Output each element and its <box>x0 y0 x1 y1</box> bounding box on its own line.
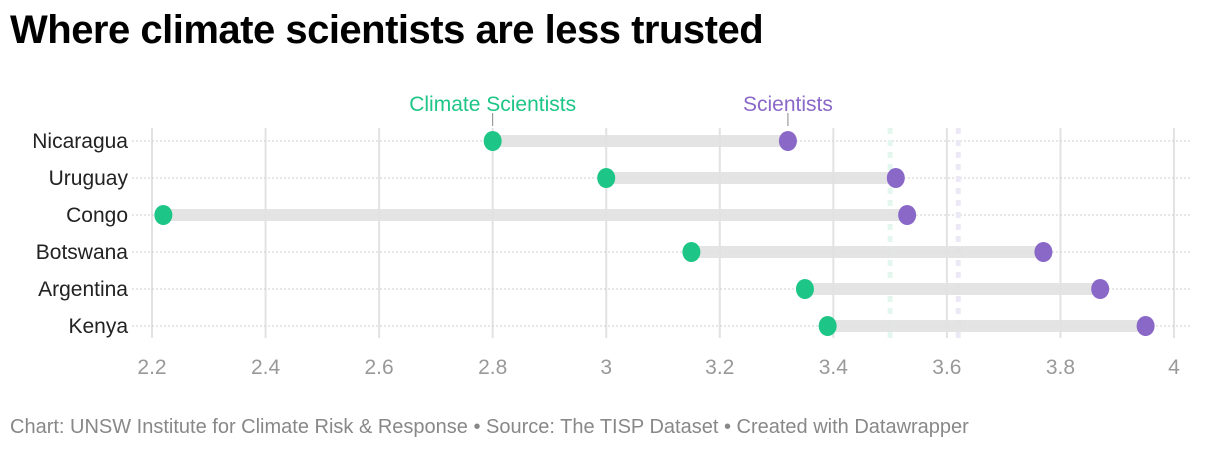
dot-climate-scientists <box>818 316 837 336</box>
x-tick-label: 3 <box>600 356 612 379</box>
dot-scientists <box>886 168 905 188</box>
x-tick-label: 4 <box>1168 356 1180 379</box>
category-label: Nicaragua <box>32 130 128 153</box>
legend-label: Climate Scientists <box>409 93 576 116</box>
x-tick-label: 3.6 <box>932 356 961 379</box>
chart-title: Where climate scientists are less truste… <box>10 8 764 52</box>
category-label: Kenya <box>68 315 128 338</box>
category-label: Congo <box>66 204 128 227</box>
category-label: Argentina <box>38 278 128 301</box>
dot-scientists <box>1136 316 1155 336</box>
category-label: Botswana <box>36 241 129 264</box>
dot-scientists <box>898 205 917 225</box>
dot-climate-scientists <box>795 279 814 299</box>
dot-climate-scientists <box>682 242 701 262</box>
x-tick-label: 2.4 <box>251 356 281 379</box>
legend-label: Scientists <box>743 93 833 116</box>
category-label: Uruguay <box>49 167 129 190</box>
dot-scientists <box>1034 242 1053 262</box>
x-tick-label: 3.2 <box>705 356 734 379</box>
x-tick-label: 3.4 <box>819 356 849 379</box>
x-tick-label: 2.2 <box>137 356 166 379</box>
dot-scientists <box>1091 279 1110 299</box>
x-tick-label: 3.8 <box>1046 356 1075 379</box>
dot-climate-scientists <box>483 131 502 151</box>
dot-climate-scientists <box>597 168 616 188</box>
chart-footer: Chart: UNSW Institute for Climate Risk &… <box>10 416 969 438</box>
x-tick-label: 2.6 <box>365 356 394 379</box>
dot-scientists <box>778 131 797 151</box>
dot-climate-scientists <box>154 205 173 225</box>
x-tick-label: 2.8 <box>478 356 507 379</box>
